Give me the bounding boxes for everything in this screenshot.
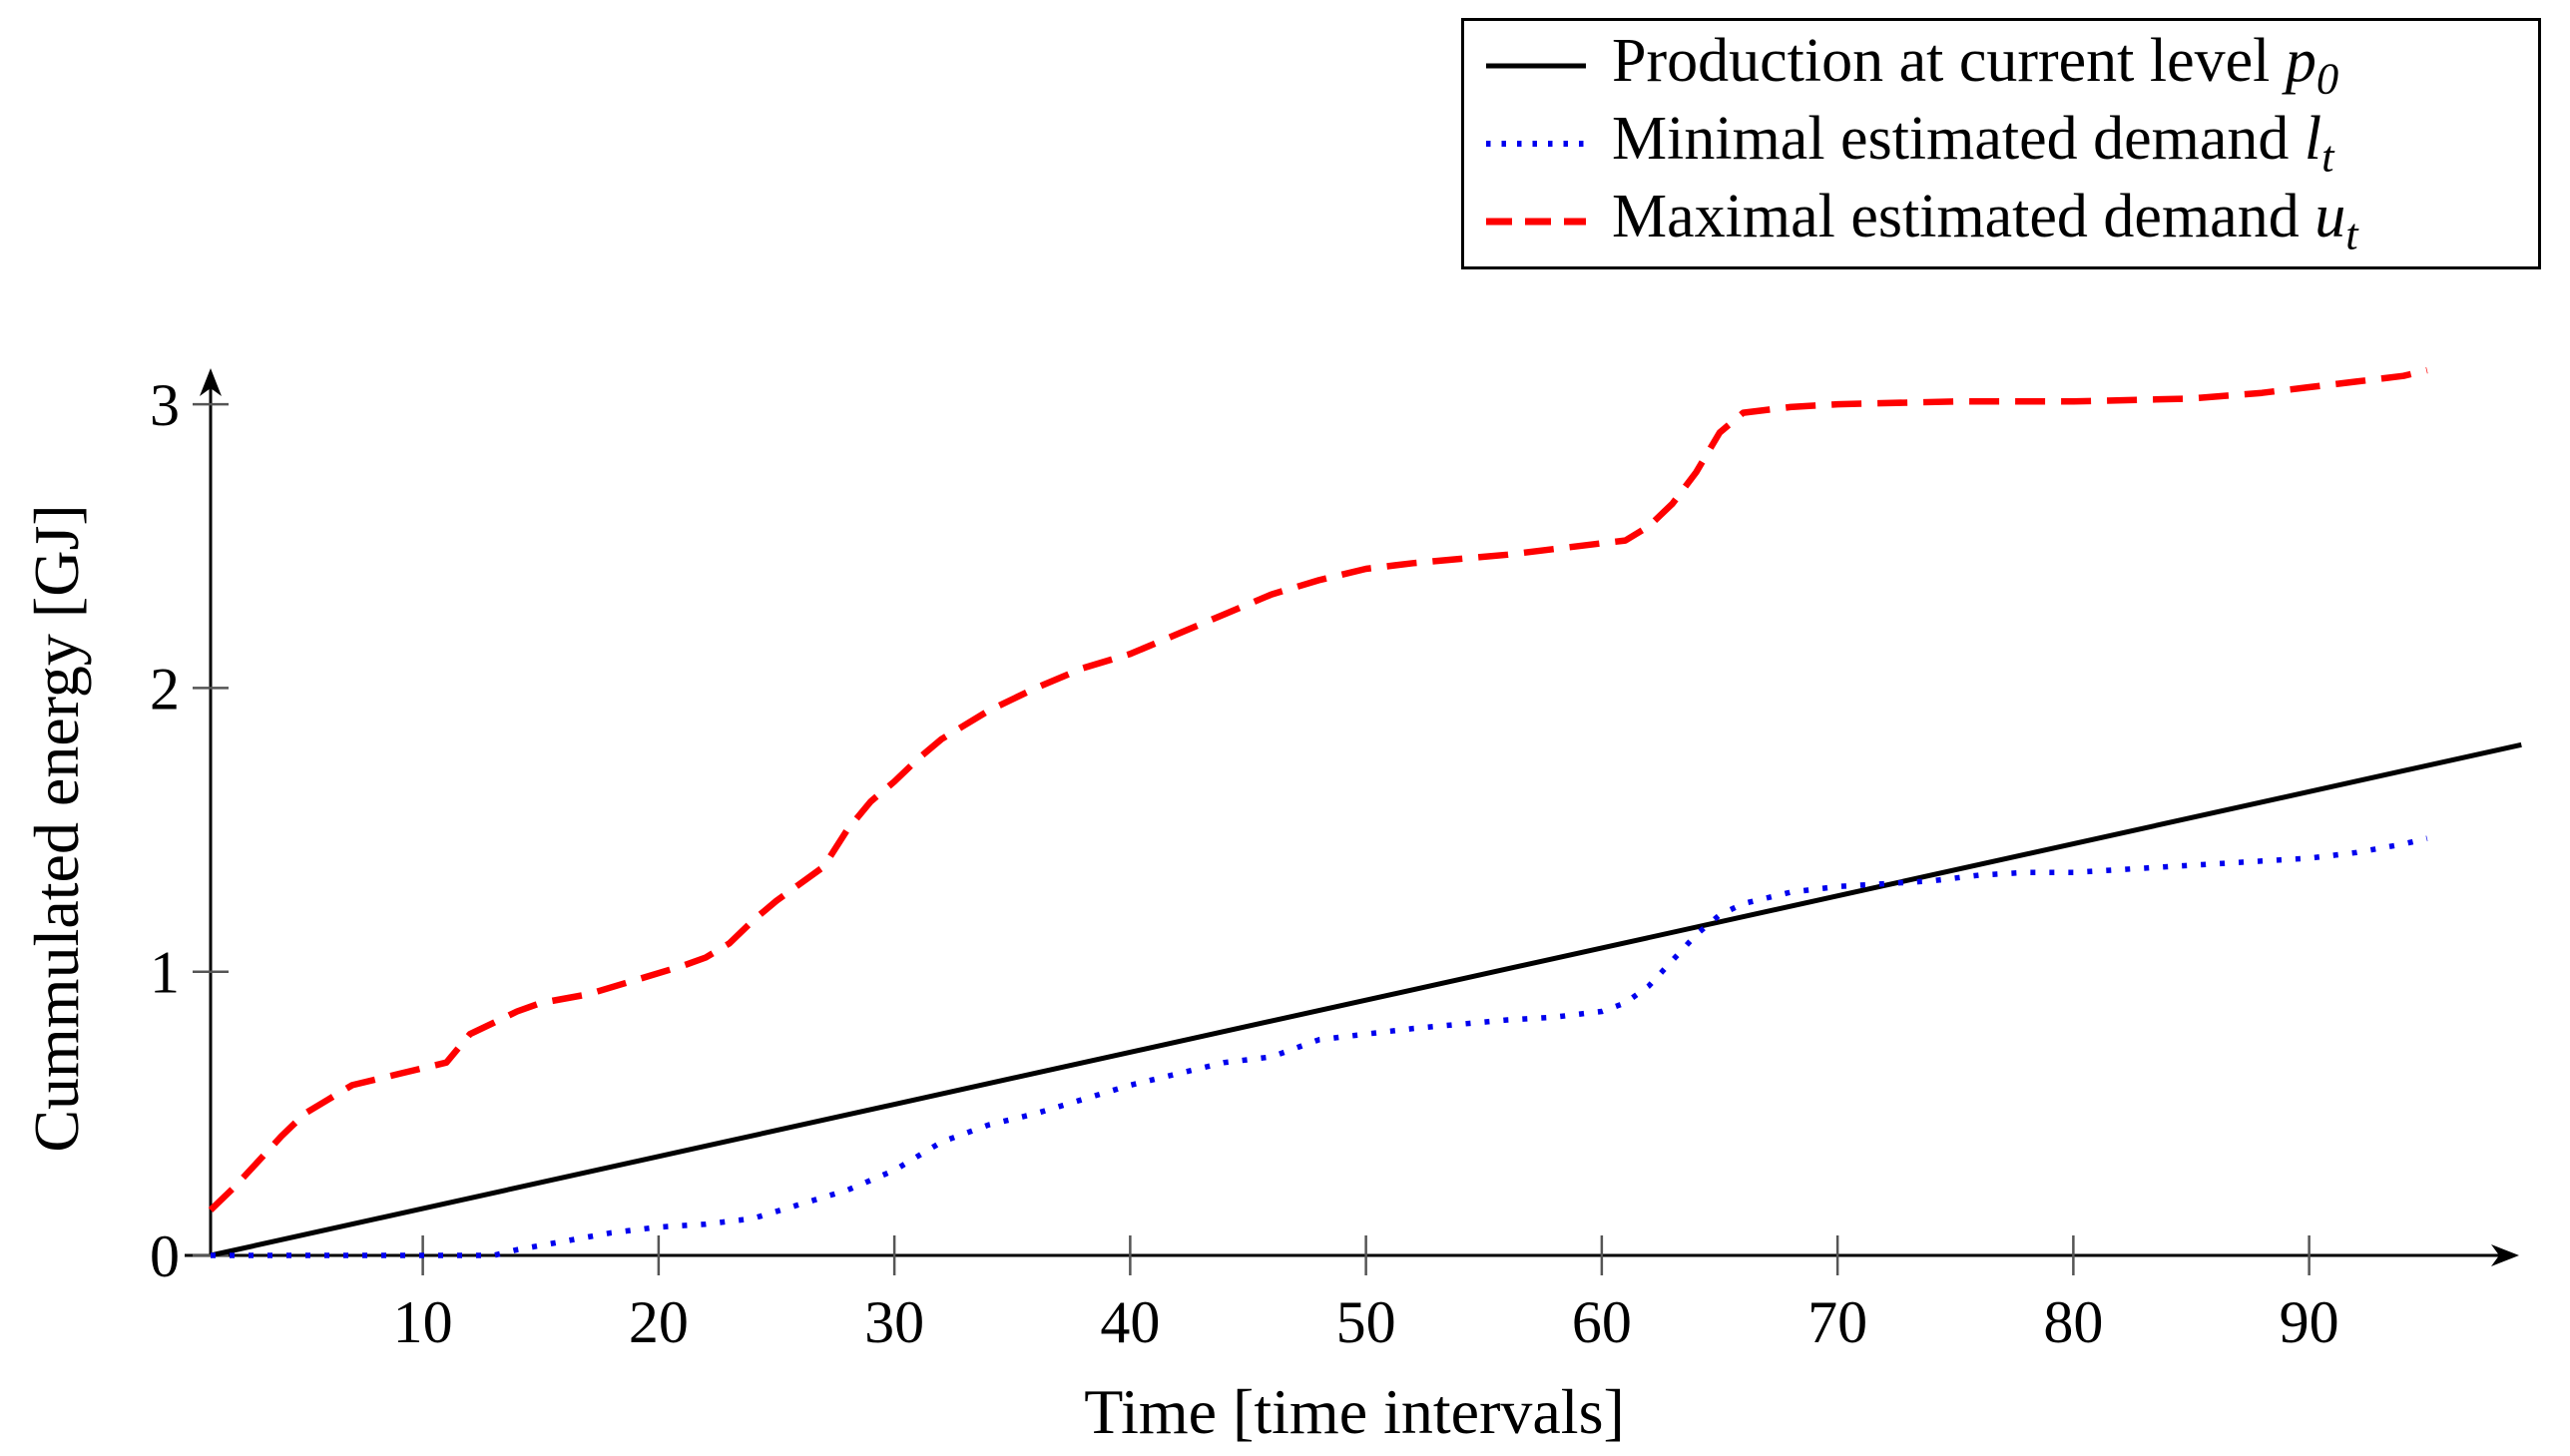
- x-tick-label: 30: [864, 1289, 924, 1355]
- legend-item-minimal-demand: Minimal estimated demand lt: [1486, 108, 2528, 179]
- series-line-production: [210, 741, 2522, 1258]
- legend-line-sample-maximal-demand: [1486, 218, 1586, 226]
- x-tick-label: 70: [1807, 1289, 1867, 1355]
- legend-item-production: Production at current level p0: [1486, 30, 2528, 101]
- y-tick-label: 2: [150, 656, 180, 722]
- legend: Production at current level p0 Minimal es…: [1461, 18, 2541, 269]
- legend-label-maximal-demand: Maximal estimated demand ut: [1612, 183, 2358, 259]
- y-tick-label: 0: [150, 1223, 180, 1289]
- x-tick-label: 90: [2280, 1289, 2339, 1355]
- series-line-minimal-demand: [211, 835, 2428, 1258]
- legend-line-sample-minimal-demand: [1486, 141, 1586, 147]
- x-tick-label: 40: [1100, 1289, 1160, 1355]
- y-axis-label: Cummulated energy [GJ]: [21, 504, 92, 1153]
- x-tick-label: 20: [629, 1289, 689, 1355]
- legend-item-maximal-demand: Maximal estimated demand ut: [1486, 186, 2528, 256]
- legend-label-production: Production at current level p0: [1612, 27, 2339, 104]
- x-axis-label: Time [time intervals]: [1084, 1376, 1625, 1447]
- x-tick-label: 60: [1572, 1289, 1632, 1355]
- legend-label-minimal-demand: Minimal estimated demand lt: [1612, 105, 2334, 182]
- x-tick-label: 10: [393, 1289, 453, 1355]
- y-tick-label: 1: [150, 940, 180, 1006]
- x-axis-arrow-icon: [2491, 1244, 2519, 1266]
- x-tick-label: 50: [1336, 1289, 1396, 1355]
- series-line-maximal-demand: [208, 366, 2428, 1213]
- x-tick-label: 80: [2043, 1289, 2103, 1355]
- legend-line-sample-production: [1486, 63, 1586, 69]
- y-axis-arrow-icon: [200, 368, 222, 396]
- y-tick-label: 3: [150, 372, 180, 438]
